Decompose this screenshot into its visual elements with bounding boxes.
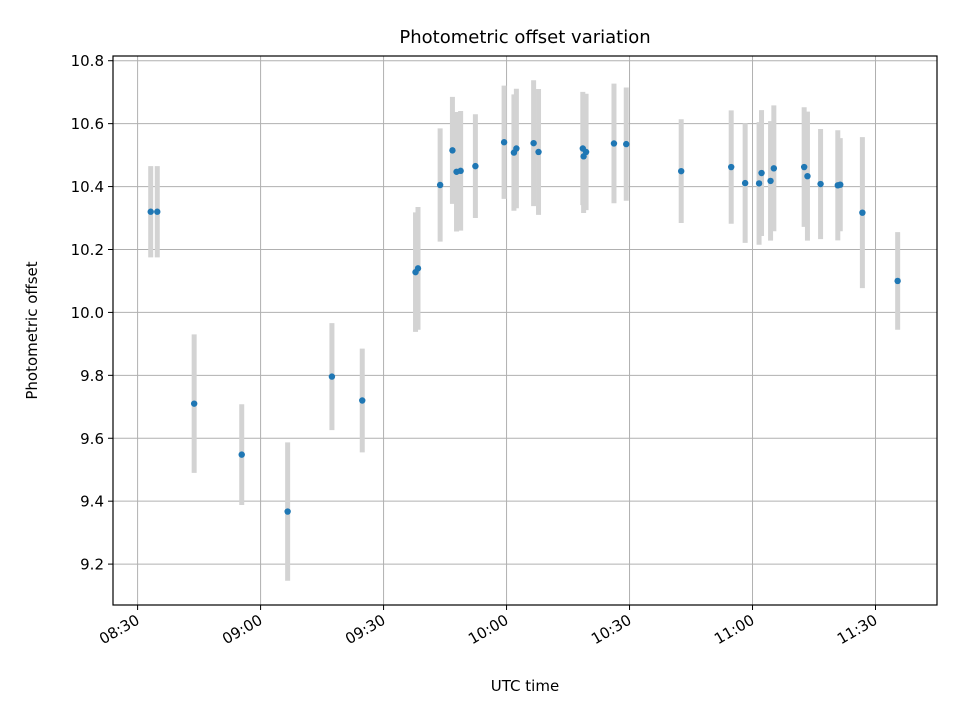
data-point [284, 508, 291, 515]
data-point [770, 165, 778, 172]
data-point [472, 162, 479, 170]
data-point [328, 373, 336, 380]
data-point [800, 163, 808, 171]
data-point [859, 209, 866, 216]
data-point [449, 147, 456, 154]
grid [113, 56, 937, 605]
data-point [741, 179, 749, 187]
data-point [623, 140, 630, 148]
data-point [677, 167, 685, 175]
y-tick-label: 9.6 [80, 430, 104, 448]
data-point [535, 148, 542, 156]
data-point [147, 208, 154, 215]
data-point [530, 139, 537, 147]
y-tick-label: 10.2 [71, 241, 104, 259]
y-tick-label: 9.2 [80, 556, 104, 574]
y-tick-label: 9.4 [80, 493, 104, 511]
y-tick-label: 10.0 [71, 304, 104, 322]
y-tick-label: 9.8 [80, 367, 104, 385]
data-point [582, 148, 590, 156]
data-point [238, 451, 245, 458]
data-point [359, 397, 366, 404]
y-axis-ticks: 9.2 9.4 9.6 9.8 10.0 10.2 10.4 10.6 10.8 [71, 52, 113, 574]
y-tick-label: 10.6 [71, 115, 104, 133]
data-point [804, 172, 811, 180]
x-axis-label: UTC time [491, 677, 559, 695]
data-point [190, 400, 198, 407]
data-point [513, 145, 520, 152]
data-point [457, 167, 464, 175]
chart-title: Photometric offset variation [399, 27, 650, 48]
y-tick-label: 10.4 [71, 178, 104, 196]
data-point [154, 208, 161, 215]
data-point [894, 277, 901, 285]
data-point [817, 180, 824, 188]
data-point [500, 139, 508, 146]
data-point [436, 181, 444, 189]
data-point [414, 265, 422, 272]
data-points [147, 139, 901, 515]
data-point [837, 181, 844, 188]
data-point [767, 177, 774, 185]
y-tick-label: 10.8 [71, 52, 104, 70]
y-axis-label: Photometric offset [23, 261, 41, 399]
data-point [758, 169, 765, 177]
data-point [755, 180, 763, 187]
plot-frame [112, 55, 938, 606]
data-point [610, 140, 618, 147]
data-point [728, 163, 735, 171]
